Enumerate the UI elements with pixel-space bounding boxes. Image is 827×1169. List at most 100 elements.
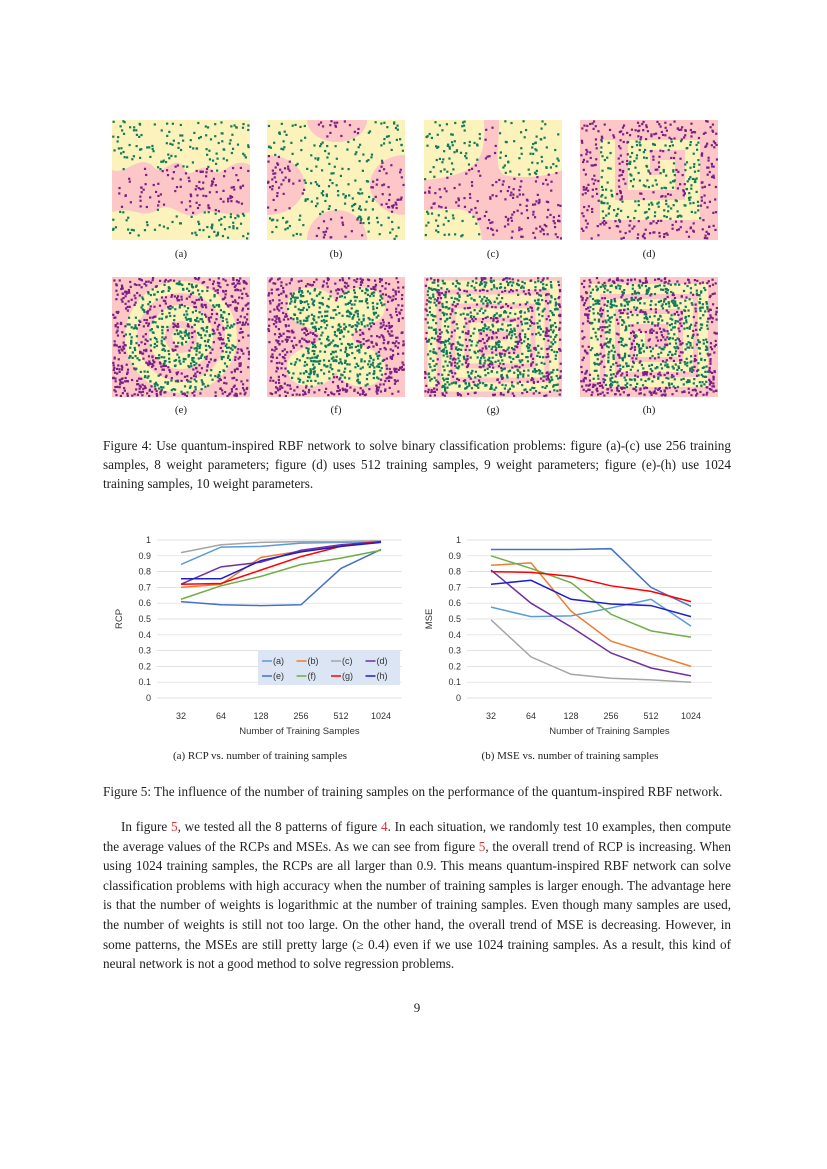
data-point: [495, 297, 499, 300]
data-point: [365, 377, 369, 381]
data-point: [327, 359, 331, 362]
data-point: [510, 219, 514, 222]
data-point: [240, 380, 243, 383]
data-point: [310, 298, 314, 301]
data-point: [271, 353, 274, 356]
data-point: [143, 282, 146, 286]
data-point: [331, 392, 334, 395]
data-point: [467, 392, 470, 396]
data-point: [542, 233, 546, 236]
data-point: [145, 361, 148, 364]
data-point: [334, 282, 337, 285]
data-point: [367, 221, 371, 225]
data-point: [672, 170, 675, 173]
data-point: [370, 335, 373, 338]
data-point: [591, 207, 594, 211]
data-point: [292, 346, 295, 349]
data-point: [510, 216, 513, 219]
data-point: [473, 383, 476, 387]
data-point: [670, 382, 673, 385]
data-point: [451, 308, 454, 311]
data-point: [167, 349, 170, 353]
data-point: [303, 391, 307, 394]
data-point: [454, 372, 457, 375]
data-point: [465, 157, 468, 160]
data-point: [712, 176, 716, 179]
data-point: [634, 374, 637, 377]
data-point: [338, 323, 341, 326]
data-point: [534, 286, 537, 289]
data-point: [243, 154, 246, 157]
data-point: [487, 358, 490, 361]
data-point: [582, 229, 585, 232]
data-point: [492, 366, 495, 369]
data-point: [687, 279, 690, 282]
data-point: [483, 327, 486, 330]
data-point: [186, 379, 189, 382]
data-point: [319, 145, 322, 148]
data-point: [593, 361, 596, 365]
data-point: [195, 284, 198, 287]
data-point: [581, 127, 584, 130]
data-point: [142, 309, 146, 312]
data-point: [510, 191, 513, 194]
data-point: [478, 217, 482, 220]
data-point: [623, 376, 626, 379]
data-point: [458, 282, 461, 285]
data-point: [692, 165, 696, 168]
data-point: [384, 388, 387, 391]
data-point: [586, 314, 589, 318]
data-point: [329, 236, 332, 239]
data-point: [203, 303, 206, 307]
data-point: [626, 307, 630, 311]
data-point: [335, 299, 338, 302]
data-point: [500, 355, 503, 359]
data-point: [356, 277, 359, 281]
data-point: [341, 374, 344, 377]
data-point: [161, 368, 164, 371]
data-point: [456, 392, 459, 395]
data-point: [662, 393, 665, 396]
data-point: [540, 361, 543, 364]
data-point: [217, 380, 220, 383]
data-point: [490, 347, 493, 351]
data-point: [463, 205, 467, 208]
data-point: [666, 365, 669, 368]
data-point: [708, 383, 712, 386]
data-point: [160, 342, 163, 345]
data-point: [280, 281, 283, 284]
data-point: [432, 319, 435, 322]
data-point: [348, 324, 351, 327]
data-point: [442, 282, 445, 285]
data-point: [505, 329, 509, 332]
data-point: [200, 336, 203, 339]
data-point: [706, 386, 709, 389]
data-point: [354, 299, 357, 302]
data-point: [711, 292, 714, 296]
data-point: [657, 376, 660, 379]
data-point: [668, 342, 672, 345]
data-point: [464, 300, 467, 304]
data-point: [674, 199, 677, 202]
data-point: [207, 206, 210, 209]
data-point: [273, 141, 276, 144]
data-point: [457, 348, 461, 351]
data-point: [136, 291, 139, 295]
data-point: [638, 141, 641, 144]
data-point: [609, 306, 612, 309]
data-point: [181, 283, 184, 286]
data-point: [607, 353, 610, 356]
data-point: [227, 305, 230, 308]
data-point: [659, 288, 663, 291]
data-point: [710, 371, 714, 375]
data-point: [401, 317, 404, 320]
data-point: [553, 222, 556, 225]
data-point: [539, 327, 542, 331]
data-point: [217, 303, 221, 307]
data-point: [474, 164, 477, 167]
data-point: [479, 375, 482, 378]
data-point: [689, 361, 692, 364]
data-point: [535, 149, 538, 152]
data-point: [302, 353, 305, 356]
data-point: [474, 289, 477, 292]
